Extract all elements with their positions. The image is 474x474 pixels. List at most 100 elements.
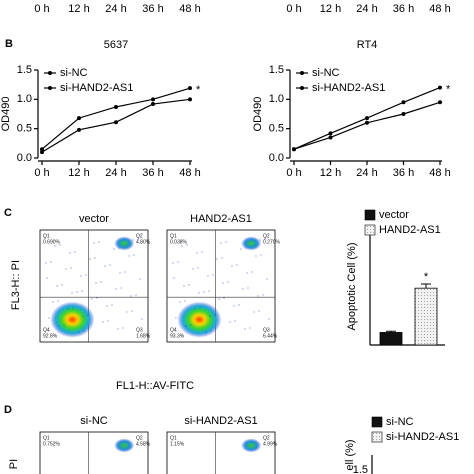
x-tick-label: 24 h <box>105 167 126 179</box>
data-point <box>114 120 118 125</box>
quadrant-value: 0.752% <box>43 441 61 447</box>
cell-dot <box>98 241 100 243</box>
error-bar <box>421 283 431 289</box>
plot-frame <box>166 431 276 474</box>
y-axis-label: OD490 <box>252 97 264 132</box>
cell-dot <box>179 301 181 303</box>
plot-title: vector <box>79 213 109 225</box>
cell-dot <box>172 262 174 264</box>
cell-dot <box>94 257 96 259</box>
cell-dot <box>80 275 82 277</box>
cell-dot <box>194 308 196 310</box>
quadrant-value: 4.80% <box>136 239 151 245</box>
x-tick-label: 36 h <box>142 3 163 15</box>
x-tick-label: 36 h <box>393 167 414 179</box>
legend-label: si-NC <box>312 67 340 79</box>
x-tick-label: 12 h <box>320 3 341 15</box>
cell-dot <box>186 244 188 246</box>
cell-dot <box>133 254 135 256</box>
x-tick-label: 0 h <box>34 3 49 15</box>
series-line <box>293 101 441 150</box>
error-bar <box>386 330 396 333</box>
cell-dot <box>266 278 268 280</box>
cell-dot <box>57 300 59 302</box>
quadrant-name: Q1 <box>43 435 50 441</box>
annotation: * <box>424 271 429 283</box>
data-point <box>438 85 442 90</box>
legend-marker <box>300 86 304 90</box>
quadrant-name: Q2 <box>263 435 270 441</box>
cell-dot <box>221 257 223 259</box>
y-tick-label: 1.5 <box>353 464 368 474</box>
quadrant-name: Q1 <box>170 233 177 239</box>
cell-dot <box>181 245 183 247</box>
data-point <box>328 131 333 136</box>
cell-dot <box>104 265 106 267</box>
cell-cluster <box>241 438 262 453</box>
data-point <box>151 102 155 107</box>
data-point <box>401 100 406 105</box>
cell-dot <box>113 248 115 250</box>
cell-dot <box>203 291 205 293</box>
cell-dot <box>229 321 231 323</box>
cell-dot <box>258 310 260 312</box>
cell-dot <box>227 281 229 283</box>
quadrant-name: Q1 <box>43 233 50 239</box>
cell-dot <box>262 294 264 296</box>
cell-dot <box>54 245 56 247</box>
cell-dot <box>234 320 236 322</box>
cell-dot <box>255 255 257 257</box>
cell-dot <box>253 311 255 313</box>
data-point <box>114 104 118 109</box>
legend-label: si-HAND2-AS1 <box>60 82 133 94</box>
cell-dot <box>139 278 141 280</box>
quadrant-value: 0.270% <box>263 239 281 245</box>
cell-dot <box>128 255 130 257</box>
cell-dot <box>236 264 238 266</box>
quadrant-name: Q1 <box>170 435 177 441</box>
y-axis-label: PI <box>8 459 20 469</box>
cell-dot <box>44 237 46 239</box>
panel-label: B <box>5 38 13 50</box>
cell-dot <box>89 258 91 260</box>
cell-dot <box>76 291 78 293</box>
cell-cluster <box>114 438 135 453</box>
cell-dot <box>91 298 93 300</box>
cell-dot <box>137 238 139 240</box>
cell-dot <box>69 252 71 254</box>
x-tick-label: 12 h <box>68 167 89 179</box>
cell-dot <box>199 307 201 309</box>
quadrant-value: 4.58% <box>136 441 151 447</box>
cell-dot <box>141 318 143 320</box>
cell-dot <box>83 330 85 332</box>
y-axis-label: OD490 <box>0 97 12 132</box>
cell-dot <box>131 310 133 312</box>
chart-title: RT4 <box>357 39 378 51</box>
cell-dot <box>188 284 190 286</box>
cell-dot <box>48 317 50 319</box>
x-tick-label: 0 h <box>286 167 301 179</box>
cell-cluster <box>114 236 135 251</box>
cell-dot <box>257 295 259 297</box>
cell-dot <box>111 304 113 306</box>
cell-dot <box>177 261 179 263</box>
cell-dot <box>46 277 48 279</box>
cell-dot <box>223 297 225 299</box>
cell-dot <box>190 324 192 326</box>
y-tick-label: 0.5 <box>17 123 32 135</box>
series-line <box>41 87 191 150</box>
cell-dot <box>52 301 54 303</box>
cell-dot <box>87 314 89 316</box>
cell-dot <box>102 321 104 323</box>
cell-dot <box>56 285 58 287</box>
cell-dot <box>251 271 253 273</box>
cell-dot <box>205 331 207 333</box>
cell-dot <box>65 268 67 270</box>
cell-dot <box>171 237 173 239</box>
quadrant-value: 6.44% <box>263 333 278 339</box>
quadrant-name: Q4 <box>170 327 177 333</box>
cell-dot <box>63 324 65 326</box>
cell-dot <box>81 290 83 292</box>
cell-dot <box>184 300 186 302</box>
